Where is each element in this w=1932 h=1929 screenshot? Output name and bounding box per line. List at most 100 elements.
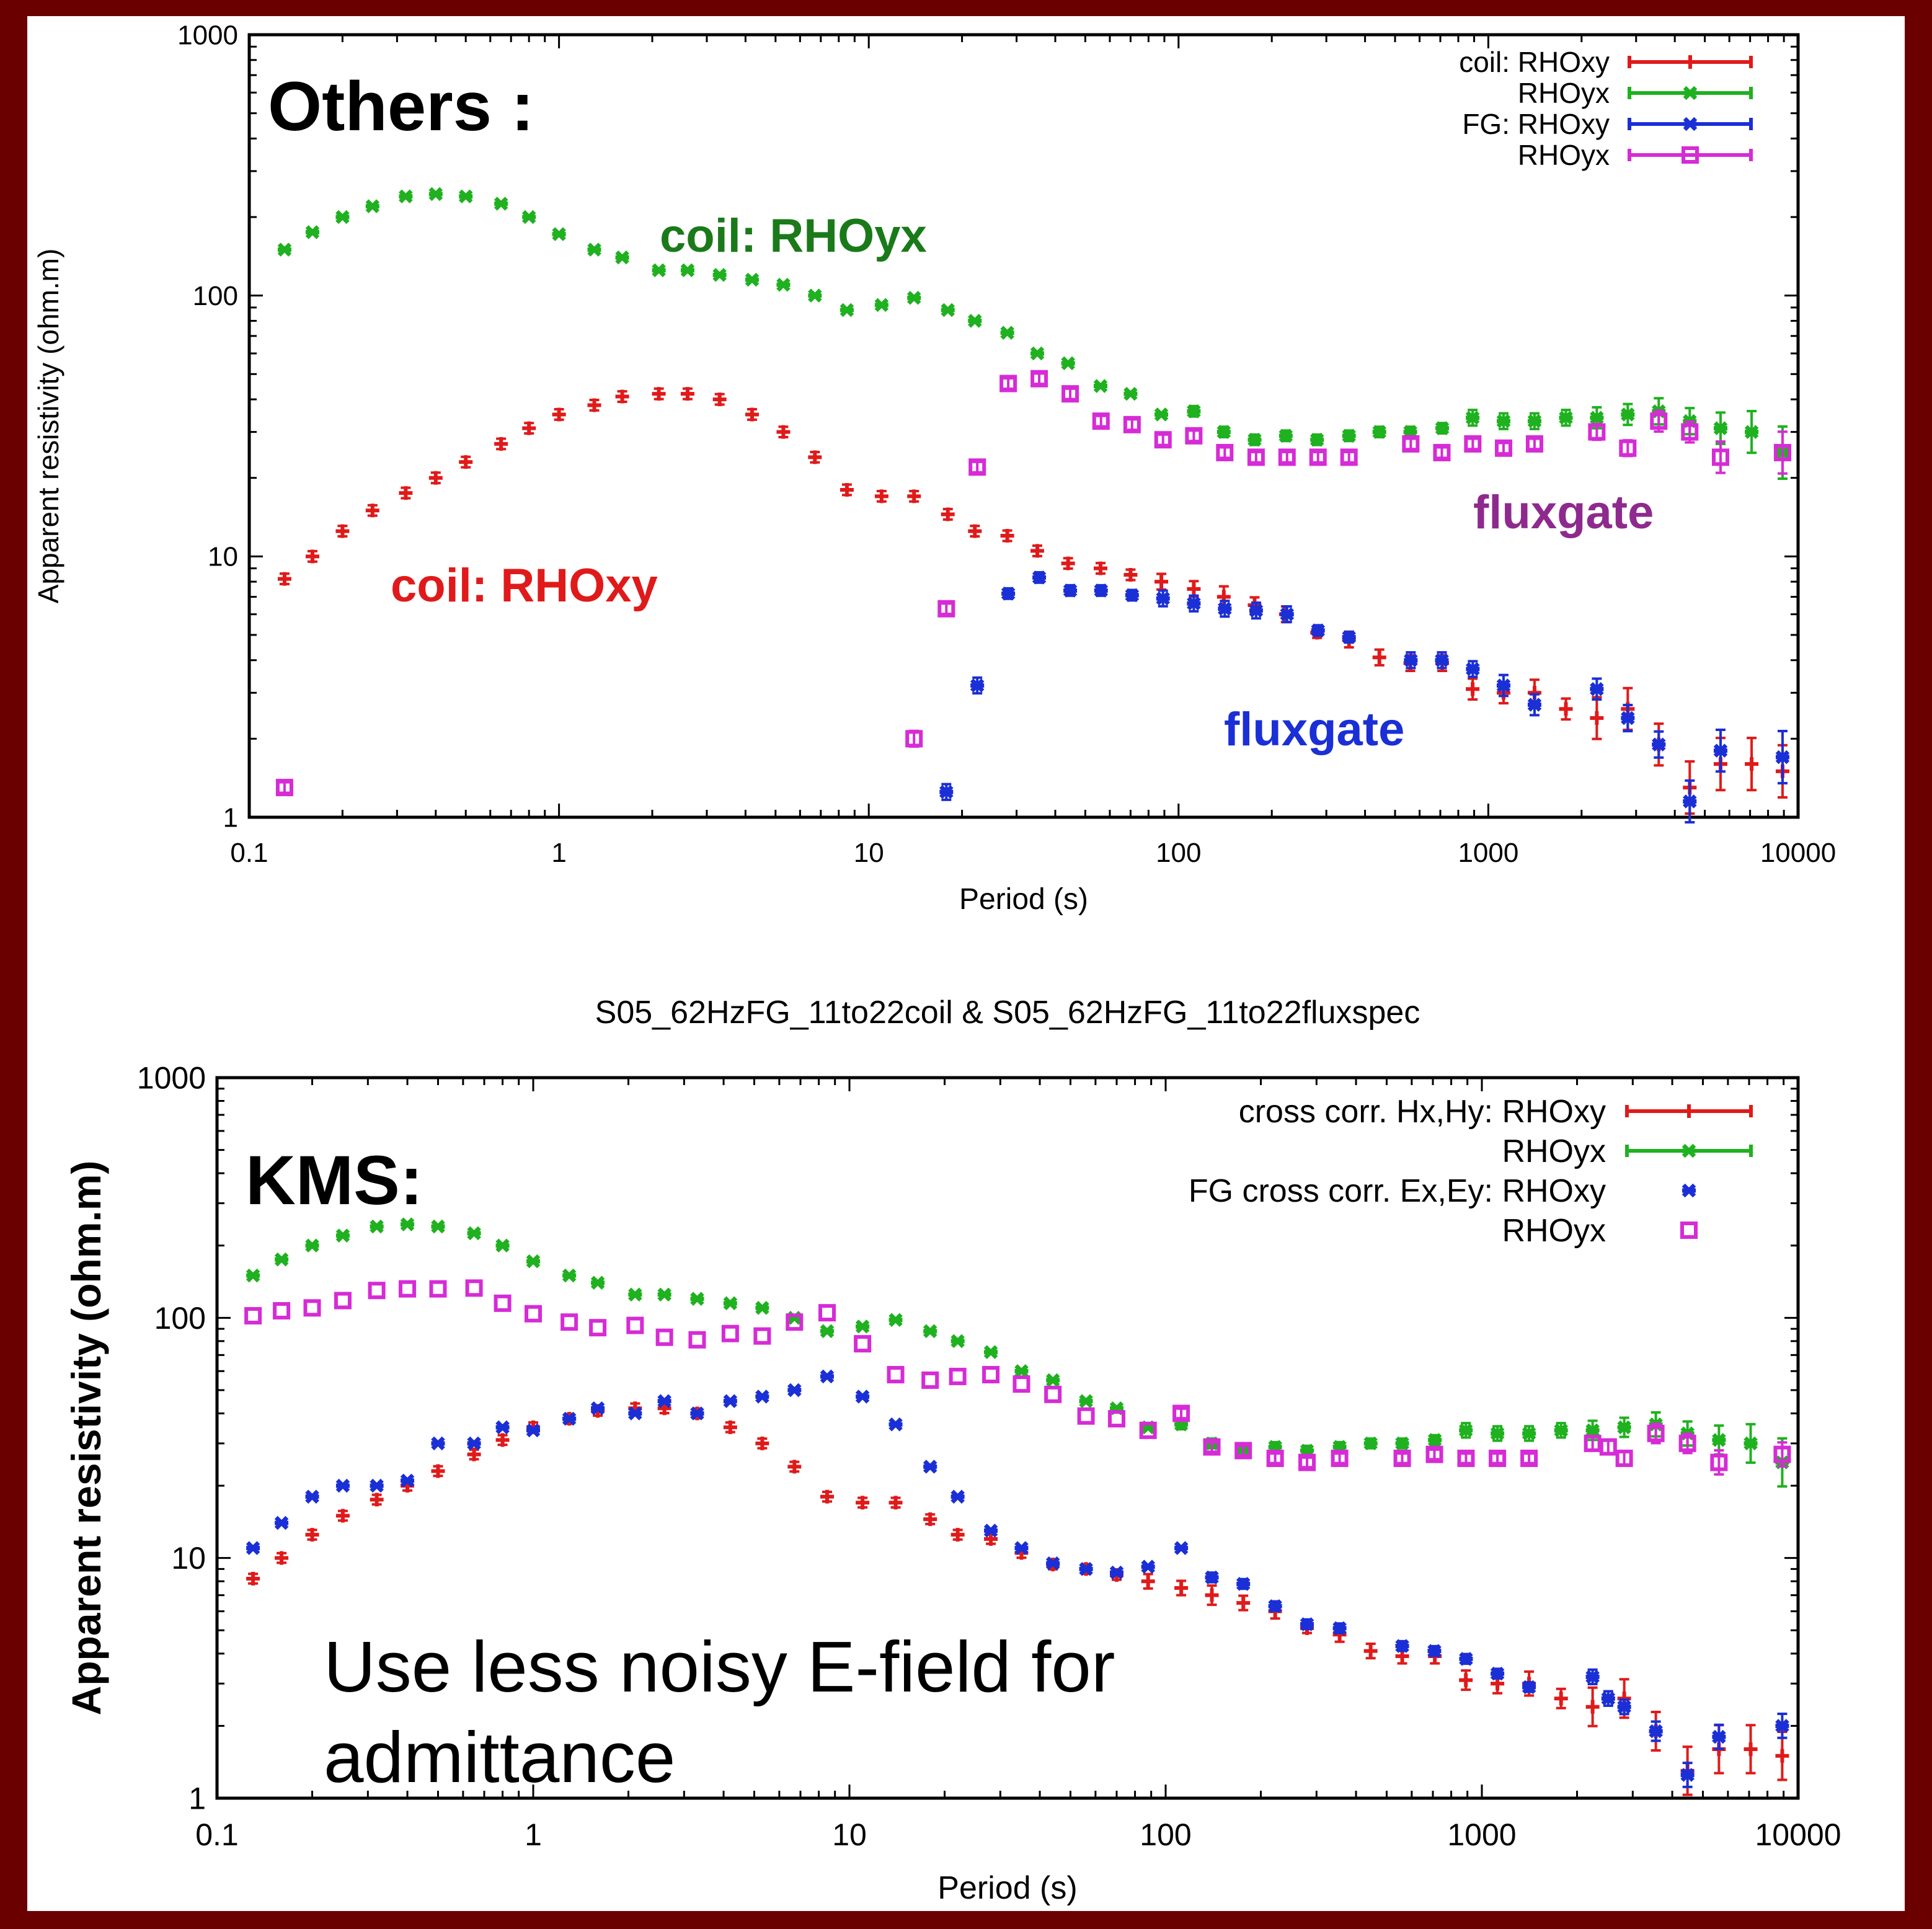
data-point (1092, 412, 1110, 430)
legend-label: RHOyx (1502, 1133, 1606, 1169)
data-point (246, 1268, 260, 1283)
data-point (1363, 1644, 1378, 1658)
data-point (561, 1313, 578, 1331)
annotation-fluxgate-magenta: fluxgate (1473, 486, 1654, 539)
data-point (431, 1219, 445, 1234)
legend-label: coil: RHOxy (1459, 46, 1610, 78)
legend-line (1628, 149, 1753, 161)
legend-marker (1682, 1104, 1696, 1118)
data-point (1123, 415, 1141, 433)
data-point (820, 1324, 835, 1339)
data-point (399, 486, 413, 500)
legend-marker (1682, 1183, 1696, 1198)
data-point (1203, 1438, 1221, 1456)
legend-marker (1682, 146, 1699, 164)
data-point (1775, 750, 1790, 765)
data-point (1139, 1421, 1157, 1439)
data-point (1496, 678, 1511, 693)
data-point (888, 1417, 903, 1432)
data-point (1427, 1644, 1442, 1658)
error-bar (1034, 372, 1045, 386)
data-point (1621, 711, 1635, 725)
data-point (1681, 423, 1699, 441)
data-point (1045, 1556, 1060, 1571)
data-point (905, 730, 923, 748)
data-point (521, 210, 536, 224)
data-point (458, 189, 473, 203)
data-point (1744, 1742, 1758, 1756)
data-point (1711, 448, 1729, 466)
plot-frame (215, 1076, 1800, 1800)
data-point (1156, 591, 1171, 606)
data-point (1525, 435, 1543, 453)
data-point (587, 398, 601, 412)
data-point (1773, 443, 1791, 461)
data-point (820, 1369, 835, 1384)
data-point (1520, 1449, 1538, 1467)
data-point (628, 1287, 642, 1302)
x-tick-label: 1000 (1458, 838, 1518, 868)
data-point (1773, 1445, 1791, 1463)
error-bar (1127, 418, 1137, 432)
data-point (984, 1532, 998, 1546)
data-point (1650, 412, 1668, 430)
error-bar (1065, 387, 1076, 401)
data-point (1218, 601, 1232, 616)
data-point (1599, 1438, 1617, 1456)
data-point (494, 197, 508, 211)
data-point (1249, 603, 1264, 618)
series-fg_yx (244, 1279, 1791, 1476)
data-point (1094, 583, 1109, 598)
data-point (840, 482, 854, 497)
data-point (495, 1420, 510, 1435)
data-point (399, 189, 413, 203)
data-point (1745, 757, 1759, 771)
data-point (1588, 423, 1606, 441)
error-bar (1238, 1444, 1249, 1457)
data-point (1187, 596, 1201, 611)
data-point (1395, 1436, 1409, 1451)
series-fg_yx (275, 370, 1791, 797)
data-point (1280, 607, 1295, 621)
data-point (1404, 653, 1418, 668)
annotation-coil-rhoxy: coil: RHOxy (391, 559, 658, 612)
data-point (334, 1292, 352, 1310)
data-point (1342, 428, 1356, 443)
x-tick-label: 100 (1156, 838, 1201, 868)
data-point (1652, 737, 1666, 752)
data-point (776, 277, 791, 292)
data-point (335, 1509, 350, 1523)
data-point (1584, 1434, 1602, 1452)
annotation-kms: KMS: (246, 1142, 423, 1219)
data-point (906, 291, 921, 305)
data-point (431, 1436, 445, 1451)
data-point (950, 1489, 965, 1504)
data-point (745, 272, 760, 287)
data-point (1174, 1541, 1189, 1555)
data-point (1309, 432, 1324, 447)
series-fg_xy (939, 570, 1790, 824)
data-point (459, 455, 473, 469)
y-tick-label: 1000 (137, 1061, 206, 1096)
data-point (1123, 568, 1138, 582)
y-tick-label: 1 (223, 802, 238, 833)
data-point (335, 210, 350, 224)
data-point (808, 450, 822, 464)
data-point (690, 1406, 704, 1421)
data-point (1744, 1436, 1758, 1451)
data-point (1372, 650, 1386, 665)
data-point (615, 389, 629, 404)
data-point (983, 1345, 998, 1359)
error-bar (1406, 437, 1416, 451)
data-point (1079, 1562, 1093, 1576)
data-point (495, 1433, 510, 1447)
data-point (1713, 743, 1728, 758)
error-bar (1220, 446, 1230, 459)
annotation-others: Others : (268, 68, 534, 145)
data-point (590, 1275, 605, 1290)
data-point (1554, 1423, 1568, 1438)
legend-marker (1683, 86, 1698, 100)
data-point (840, 303, 854, 317)
data-point (723, 1394, 738, 1408)
data-point (274, 1252, 289, 1267)
